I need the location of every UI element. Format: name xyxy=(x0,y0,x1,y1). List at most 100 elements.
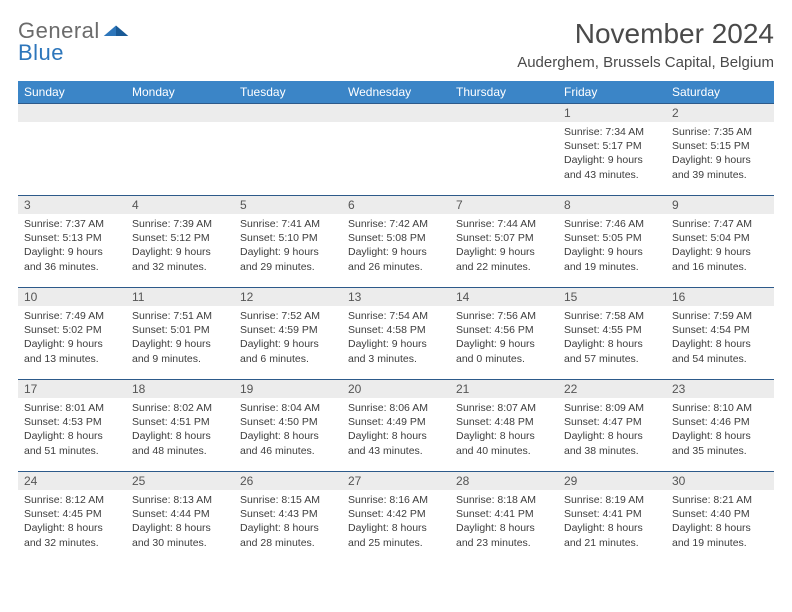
calendar-day-cell: 25Sunrise: 8:13 AMSunset: 4:44 PMDayligh… xyxy=(126,472,234,564)
day-number: 1 xyxy=(558,104,666,122)
calendar-day-cell xyxy=(342,104,450,196)
day-details: Sunrise: 8:09 AMSunset: 4:47 PMDaylight:… xyxy=(558,398,666,462)
day-detail-line: Sunset: 4:50 PM xyxy=(240,415,336,429)
day-detail-line: Sunset: 4:54 PM xyxy=(672,323,768,337)
day-details: Sunrise: 7:46 AMSunset: 5:05 PMDaylight:… xyxy=(558,214,666,278)
day-number: 10 xyxy=(18,288,126,306)
calendar-day-cell: 26Sunrise: 8:15 AMSunset: 4:43 PMDayligh… xyxy=(234,472,342,564)
day-detail-line: Daylight: 8 hours and 19 minutes. xyxy=(672,521,768,549)
day-detail-line: Daylight: 9 hours and 6 minutes. xyxy=(240,337,336,365)
day-detail-line: Sunset: 4:47 PM xyxy=(564,415,660,429)
calendar-header-row: SundayMondayTuesdayWednesdayThursdayFrid… xyxy=(18,81,774,104)
day-detail-line: Sunset: 4:45 PM xyxy=(24,507,120,521)
day-details xyxy=(234,122,342,129)
day-details: Sunrise: 7:42 AMSunset: 5:08 PMDaylight:… xyxy=(342,214,450,278)
day-number: 23 xyxy=(666,380,774,398)
day-detail-line: Sunrise: 8:15 AM xyxy=(240,493,336,507)
day-details: Sunrise: 7:49 AMSunset: 5:02 PMDaylight:… xyxy=(18,306,126,370)
day-details: Sunrise: 8:01 AMSunset: 4:53 PMDaylight:… xyxy=(18,398,126,462)
day-number: 22 xyxy=(558,380,666,398)
day-detail-line: Sunrise: 7:41 AM xyxy=(240,217,336,231)
day-detail-line: Daylight: 8 hours and 38 minutes. xyxy=(564,429,660,457)
brand-logo: GeneralBlue xyxy=(18,18,129,66)
day-detail-line: Sunset: 5:08 PM xyxy=(348,231,444,245)
calendar-day-cell xyxy=(450,104,558,196)
header: GeneralBlue November 2024 Auderghem, Bru… xyxy=(18,18,774,71)
day-number: 2 xyxy=(666,104,774,122)
calendar-week-row: 3Sunrise: 7:37 AMSunset: 5:13 PMDaylight… xyxy=(18,196,774,288)
calendar-day-cell: 19Sunrise: 8:04 AMSunset: 4:50 PMDayligh… xyxy=(234,380,342,472)
day-detail-line: Sunset: 5:13 PM xyxy=(24,231,120,245)
day-number: 27 xyxy=(342,472,450,490)
day-detail-line: Sunrise: 8:13 AM xyxy=(132,493,228,507)
day-detail-line: Sunrise: 8:07 AM xyxy=(456,401,552,415)
day-detail-line: Daylight: 8 hours and 48 minutes. xyxy=(132,429,228,457)
day-detail-line: Daylight: 9 hours and 36 minutes. xyxy=(24,245,120,273)
day-number: 29 xyxy=(558,472,666,490)
day-detail-line: Daylight: 8 hours and 30 minutes. xyxy=(132,521,228,549)
day-number: 9 xyxy=(666,196,774,214)
day-details: Sunrise: 7:44 AMSunset: 5:07 PMDaylight:… xyxy=(450,214,558,278)
day-detail-line: Daylight: 8 hours and 51 minutes. xyxy=(24,429,120,457)
calendar-day-cell: 29Sunrise: 8:19 AMSunset: 4:41 PMDayligh… xyxy=(558,472,666,564)
day-detail-line: Sunset: 4:56 PM xyxy=(456,323,552,337)
day-number xyxy=(126,104,234,122)
day-number xyxy=(18,104,126,122)
calendar-day-cell: 9Sunrise: 7:47 AMSunset: 5:04 PMDaylight… xyxy=(666,196,774,288)
calendar-day-cell: 6Sunrise: 7:42 AMSunset: 5:08 PMDaylight… xyxy=(342,196,450,288)
calendar-week-row: 17Sunrise: 8:01 AMSunset: 4:53 PMDayligh… xyxy=(18,380,774,472)
day-number xyxy=(234,104,342,122)
calendar-week-row: 1Sunrise: 7:34 AMSunset: 5:17 PMDaylight… xyxy=(18,104,774,196)
day-detail-line: Sunrise: 7:35 AM xyxy=(672,125,768,139)
day-detail-line: Sunset: 4:55 PM xyxy=(564,323,660,337)
day-detail-line: Sunset: 4:44 PM xyxy=(132,507,228,521)
day-detail-line: Daylight: 8 hours and 57 minutes. xyxy=(564,337,660,365)
day-detail-line: Sunrise: 7:51 AM xyxy=(132,309,228,323)
calendar-day-cell: 4Sunrise: 7:39 AMSunset: 5:12 PMDaylight… xyxy=(126,196,234,288)
calendar-day-cell: 7Sunrise: 7:44 AMSunset: 5:07 PMDaylight… xyxy=(450,196,558,288)
day-detail-line: Sunrise: 8:16 AM xyxy=(348,493,444,507)
day-detail-line: Daylight: 9 hours and 19 minutes. xyxy=(564,245,660,273)
title-block: November 2024 Auderghem, Brussels Capita… xyxy=(517,18,774,71)
day-details: Sunrise: 7:54 AMSunset: 4:58 PMDaylight:… xyxy=(342,306,450,370)
day-details: Sunrise: 7:47 AMSunset: 5:04 PMDaylight:… xyxy=(666,214,774,278)
day-details: Sunrise: 8:07 AMSunset: 4:48 PMDaylight:… xyxy=(450,398,558,462)
weekday-header: Tuesday xyxy=(234,81,342,104)
day-number: 8 xyxy=(558,196,666,214)
calendar-day-cell: 23Sunrise: 8:10 AMSunset: 4:46 PMDayligh… xyxy=(666,380,774,472)
day-number: 15 xyxy=(558,288,666,306)
calendar-body: 1Sunrise: 7:34 AMSunset: 5:17 PMDaylight… xyxy=(18,104,774,564)
day-detail-line: Daylight: 9 hours and 13 minutes. xyxy=(24,337,120,365)
day-number: 24 xyxy=(18,472,126,490)
calendar-day-cell: 17Sunrise: 8:01 AMSunset: 4:53 PMDayligh… xyxy=(18,380,126,472)
day-detail-line: Daylight: 8 hours and 54 minutes. xyxy=(672,337,768,365)
day-details: Sunrise: 8:10 AMSunset: 4:46 PMDaylight:… xyxy=(666,398,774,462)
calendar-day-cell: 8Sunrise: 7:46 AMSunset: 5:05 PMDaylight… xyxy=(558,196,666,288)
day-number: 30 xyxy=(666,472,774,490)
day-number: 21 xyxy=(450,380,558,398)
day-detail-line: Daylight: 8 hours and 40 minutes. xyxy=(456,429,552,457)
calendar-page: GeneralBlue November 2024 Auderghem, Bru… xyxy=(0,0,792,564)
day-detail-line: Daylight: 9 hours and 26 minutes. xyxy=(348,245,444,273)
day-number xyxy=(342,104,450,122)
day-number: 7 xyxy=(450,196,558,214)
day-detail-line: Daylight: 9 hours and 9 minutes. xyxy=(132,337,228,365)
calendar-week-row: 24Sunrise: 8:12 AMSunset: 4:45 PMDayligh… xyxy=(18,472,774,564)
calendar-day-cell: 30Sunrise: 8:21 AMSunset: 4:40 PMDayligh… xyxy=(666,472,774,564)
day-details xyxy=(450,122,558,129)
calendar-day-cell: 14Sunrise: 7:56 AMSunset: 4:56 PMDayligh… xyxy=(450,288,558,380)
day-detail-line: Sunrise: 7:39 AM xyxy=(132,217,228,231)
day-number: 17 xyxy=(18,380,126,398)
calendar-day-cell xyxy=(18,104,126,196)
calendar-day-cell: 21Sunrise: 8:07 AMSunset: 4:48 PMDayligh… xyxy=(450,380,558,472)
weekday-header: Sunday xyxy=(18,81,126,104)
day-detail-line: Daylight: 8 hours and 32 minutes. xyxy=(24,521,120,549)
day-detail-line: Sunset: 4:48 PM xyxy=(456,415,552,429)
calendar-day-cell: 13Sunrise: 7:54 AMSunset: 4:58 PMDayligh… xyxy=(342,288,450,380)
day-detail-line: Daylight: 8 hours and 25 minutes. xyxy=(348,521,444,549)
day-details xyxy=(126,122,234,129)
weekday-header: Saturday xyxy=(666,81,774,104)
weekday-header: Friday xyxy=(558,81,666,104)
calendar-day-cell: 27Sunrise: 8:16 AMSunset: 4:42 PMDayligh… xyxy=(342,472,450,564)
day-detail-line: Daylight: 9 hours and 3 minutes. xyxy=(348,337,444,365)
